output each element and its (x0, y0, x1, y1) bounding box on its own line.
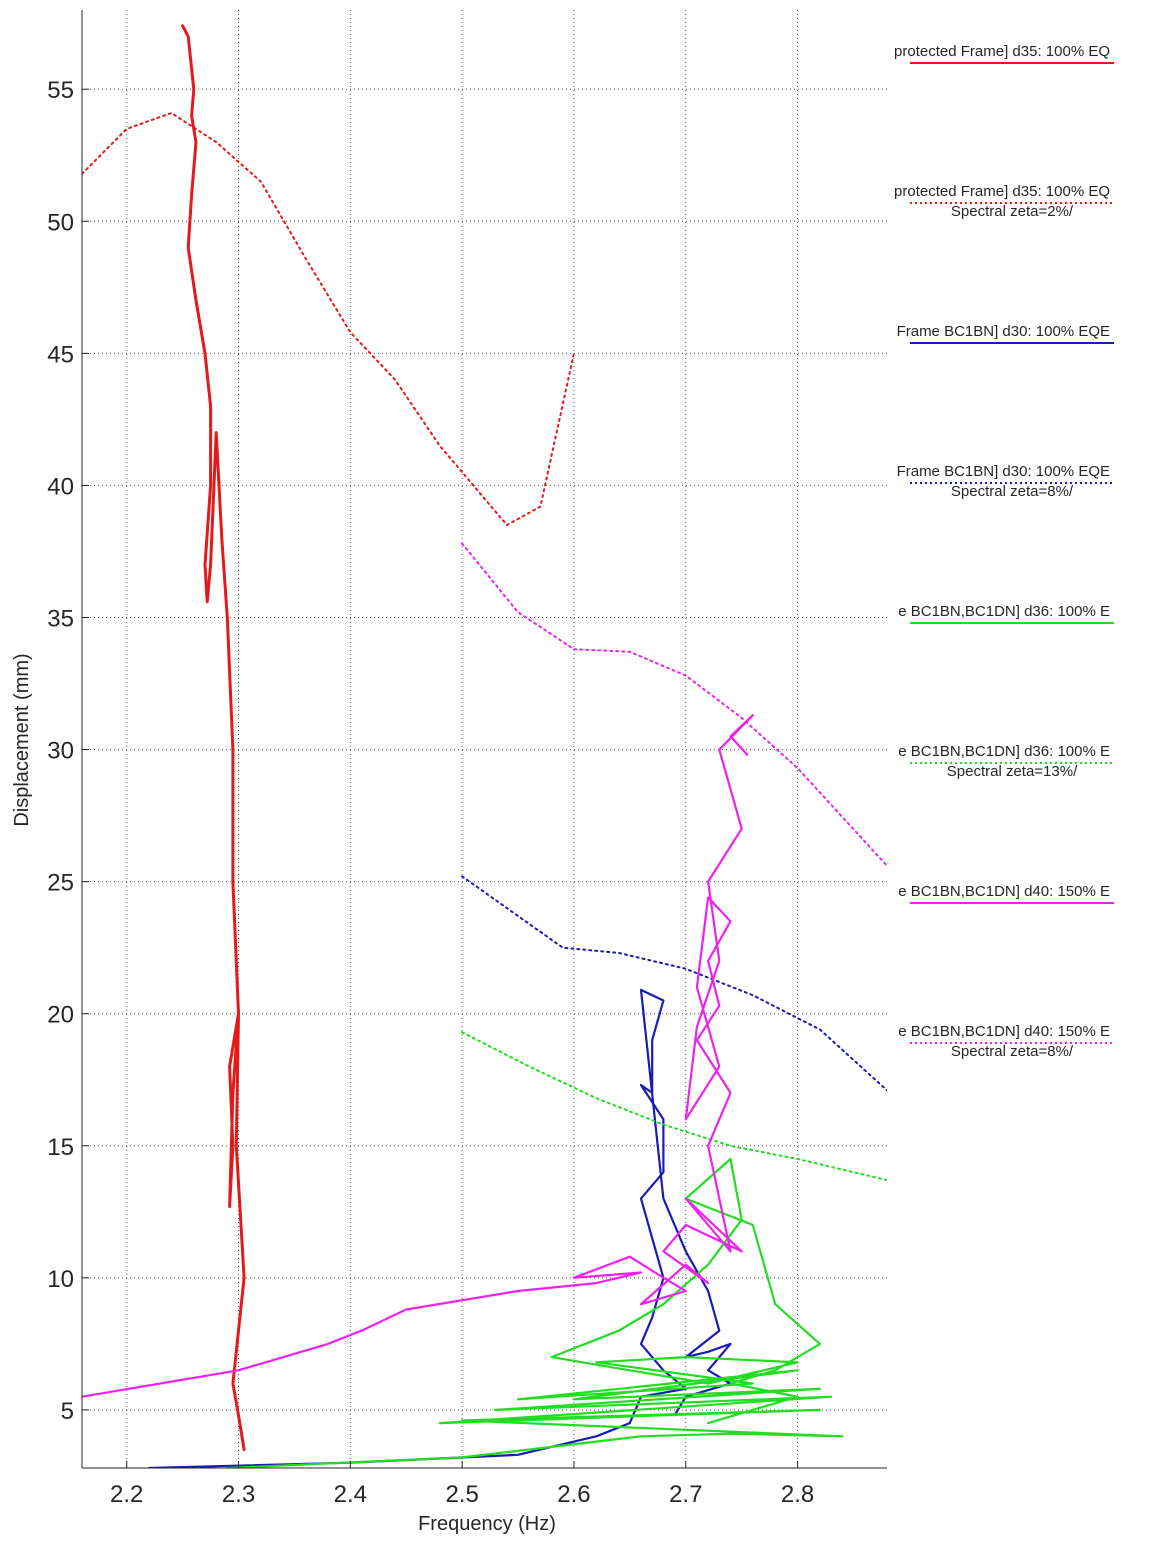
legend-entry-sublabel: Spectral zeta=2%/ (951, 203, 1074, 220)
y-tick-label: 55 (47, 77, 74, 104)
x-axis-label: Frequency (Hz) (418, 1513, 556, 1535)
series-line-6 (461, 1031, 887, 1182)
series-line-2 (82, 112, 575, 527)
series-line-4 (461, 875, 887, 1092)
x-tick-label: 2.7 (669, 1481, 702, 1508)
y-tick-label: 45 (47, 341, 74, 368)
legend-entry-label: Frame BC1BN] d30: 100% EQE (897, 323, 1110, 340)
y-tick-label: 25 (47, 870, 74, 897)
y-tick-label: 50 (47, 209, 74, 236)
legend-entry-label: Frame BC1BN] d30: 100% EQE (897, 463, 1110, 480)
legend-entry-label: e BC1BN,BC1DN] d36: 100% E (898, 743, 1110, 760)
series-line-8 (461, 542, 887, 867)
series-line-7 (82, 714, 754, 1398)
y-tick-label: 30 (47, 738, 74, 765)
legend-entry-label: e BC1BN,BC1DN] d40: 150% E (898, 883, 1110, 900)
x-tick-label: 2.4 (334, 1481, 367, 1508)
y-axis-label: Displacement (mm) (11, 653, 33, 826)
grid (82, 10, 887, 1468)
y-tick-label: 35 (47, 606, 74, 633)
x-tick-label: 2.3 (222, 1481, 255, 1508)
legend-entry-label: e BC1BN,BC1DN] d40: 150% E (898, 1023, 1110, 1040)
plot-area (82, 24, 887, 1468)
y-tick-label: 15 (47, 1134, 74, 1161)
y-tick-label: 40 (47, 473, 74, 500)
y-tick-label: 20 (47, 1002, 74, 1029)
legend: protected Frame] d35: 100% EQ protected F… (894, 43, 1114, 1060)
series-line-1 (181, 24, 246, 1451)
axes: 2.2 2.3 2.4 2.5 2.6 2.7 2.8 5 10 15 20 25 30 35 40 45 50… (47, 10, 887, 1508)
legend-entry-sublabel: Spectral zeta=13%/ (947, 763, 1078, 780)
legend-entry-sublabel: Spectral zeta=8%/ (951, 1043, 1074, 1060)
x-tick-label: 2.5 (445, 1481, 478, 1508)
x-tick-label: 2.2 (110, 1481, 143, 1508)
x-tick-label: 2.8 (781, 1481, 814, 1508)
legend-entry-label: protected Frame] d35: 100% EQ (894, 183, 1110, 200)
legend-entry-label: e BC1BN,BC1DN] d36: 100% E (898, 603, 1110, 620)
legend-entry-sublabel: Spectral zeta=8%/ (951, 483, 1074, 500)
series-line-5 (226, 1157, 844, 1468)
x-tick-label: 2.6 (557, 1481, 590, 1508)
y-tick-label: 5 (61, 1398, 74, 1425)
y-tick-label: 10 (47, 1266, 74, 1293)
legend-entry-label: protected Frame] d35: 100% EQ (894, 43, 1110, 60)
